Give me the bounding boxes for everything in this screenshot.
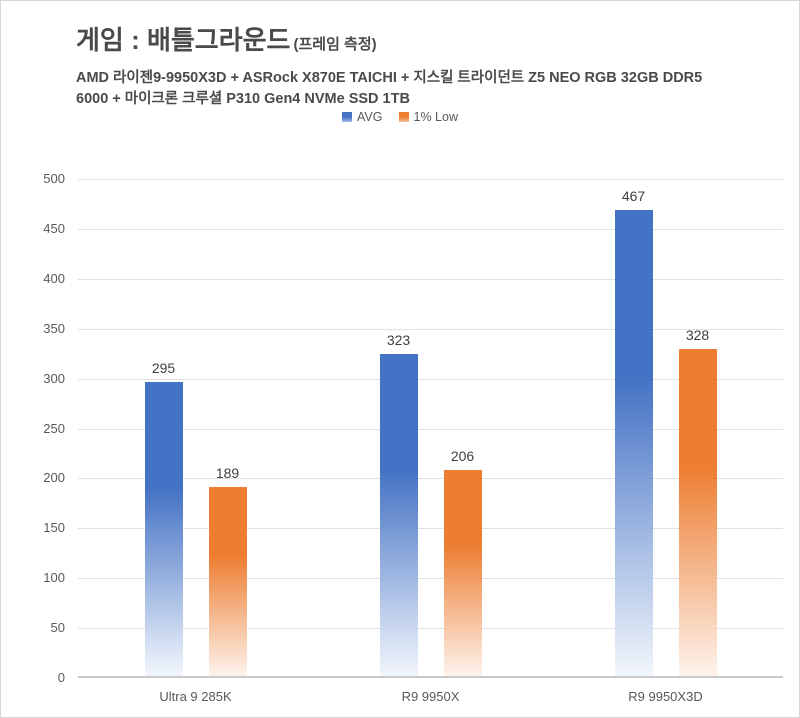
bar-1-low-ultra-9-285k <box>208 487 247 676</box>
gridline <box>78 328 783 330</box>
gridline <box>78 179 783 180</box>
legend-label-1pct-low: 1% Low <box>413 110 458 124</box>
chart-title: 게임 : 배틀그라운드 (프레임 측정) <box>76 25 702 60</box>
bar-value-avg-r9-9950x3d: 467 <box>621 187 646 204</box>
chart-header: 게임 : 배틀그라운드 (프레임 측정) AMD 라이젠9-9950X3D + A… <box>76 25 702 110</box>
gridline <box>78 628 783 630</box>
chart-subtitle: AMD 라이젠9-9950X3D + ASRock X870E TAICHI +… <box>76 68 702 110</box>
chart-title-suffix: (프레임 측정) <box>293 36 377 53</box>
legend-item-avg: AVG <box>342 110 383 124</box>
subtitle-line-2: 6000 + 마이크론 크루셜 P310 Gen4 NVMe SSD 1TB <box>76 91 410 107</box>
bar-value-avg-r9-9950x: 323 <box>386 331 411 348</box>
bar-groups: 295 189 323 206 467 328 <box>78 179 783 676</box>
bar-avg-r9-9950x <box>379 353 418 676</box>
y-axis-tick-label: 400 <box>43 270 65 286</box>
bar-avg-r9-9950x3d <box>614 209 653 676</box>
x-axis-label-r9-9950x: R9 9950X <box>401 689 460 704</box>
y-axis-tick-label: 350 <box>43 320 65 336</box>
x-axis-labels: Ultra 9 285K R9 9950X R9 9950X3D <box>78 689 783 711</box>
gridline <box>78 378 783 380</box>
y-axis-tick-label: 500 <box>43 171 65 186</box>
y-axis-tick-label: 150 <box>43 520 65 536</box>
y-axis-tick-label: 50 <box>50 620 65 636</box>
y-axis-tick-label: 200 <box>43 470 65 486</box>
y-axis-tick-label: 100 <box>43 570 65 586</box>
y-axis-tick-label: 0 <box>57 670 65 685</box>
x-axis-label-r9-9950x3d: R9 9950X3D <box>628 689 703 704</box>
y-axis-labels: 0 50 100 150 200 250 300 350 400 450 500 <box>1 171 65 685</box>
gridline <box>78 578 783 580</box>
x-axis-label-ultra-9-285k: Ultra 9 285K <box>159 689 232 704</box>
legend-item-1pct-low: 1% Low <box>398 110 458 124</box>
gridline <box>78 528 783 530</box>
gridline <box>78 228 783 230</box>
bar-value-avg-ultra-9-285k: 295 <box>151 359 176 376</box>
plot-area: 295 189 323 206 467 328 <box>78 179 783 678</box>
bar-value-1-low-ultra-9-285k: 189 <box>215 465 240 482</box>
subtitle-line-1: AMD 라이젠9-9950X3D + ASRock X870E TAICHI +… <box>76 70 703 86</box>
y-axis-tick-label: 450 <box>43 220 65 236</box>
chart-title-text: 게임 : 배틀그라운드 <box>76 25 291 55</box>
legend-swatch-avg-icon <box>342 112 353 122</box>
chart-legend: AVG 1% Low <box>1 110 799 124</box>
y-axis-tick-label: 300 <box>43 370 65 386</box>
legend-swatch-1pct-low-icon <box>398 112 409 122</box>
gridline <box>78 428 783 430</box>
gridline <box>78 478 783 480</box>
bar-avg-ultra-9-285k <box>144 381 183 676</box>
bar-value-1-low-r9-9950x: 206 <box>450 448 475 465</box>
gridline <box>78 278 783 280</box>
bar-1-low-r9-9950x3d <box>678 348 717 676</box>
bar-value-1-low-r9-9950x3d: 328 <box>685 326 710 343</box>
y-axis-tick-label: 250 <box>43 420 65 436</box>
legend-label-avg: AVG <box>357 110 383 124</box>
bar-1-low-r9-9950x <box>443 470 482 676</box>
